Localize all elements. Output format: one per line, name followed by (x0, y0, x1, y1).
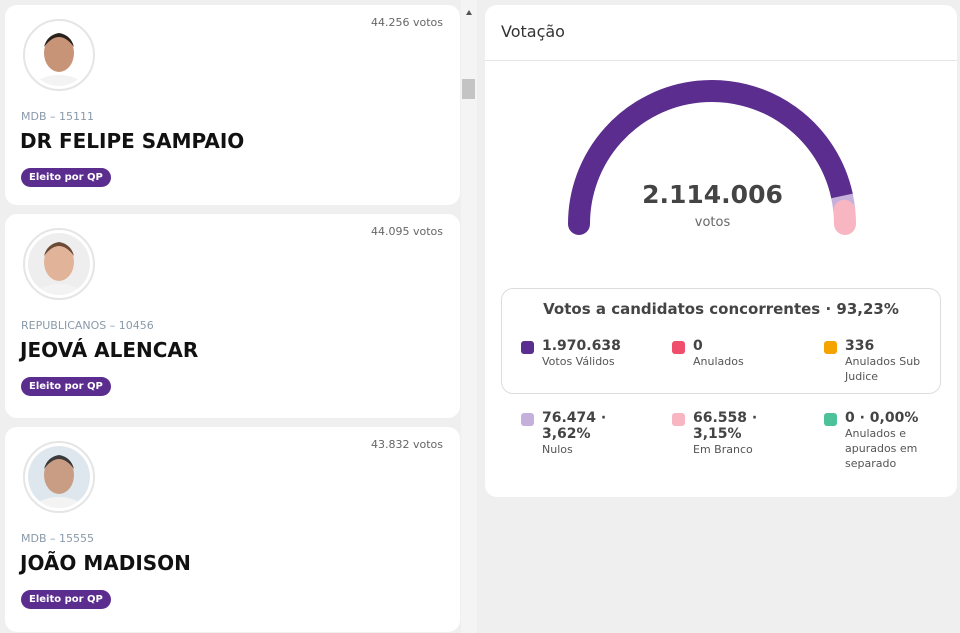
candidate-card[interactable]: 44.095 votos REPUBLICANOS – 10456 JEOVÁ AL… (5, 214, 460, 418)
vote-item: 336 Anulados Sub Judice (824, 338, 944, 384)
votes: 44.095 votos (371, 225, 443, 238)
vote-item: 0 · 0,00% Anulados e apurados em separado (824, 410, 944, 471)
vote-item: 1.970.638 Votos Válidos (521, 338, 641, 369)
total-votes: 2.114.006 (642, 180, 783, 209)
color-swatch (672, 413, 685, 426)
total-unit: votos (694, 215, 731, 230)
votes: 43.832 votos (371, 438, 443, 451)
avatar-image (23, 228, 95, 300)
scrollbar[interactable] (461, 0, 477, 633)
avatar-image (23, 441, 95, 513)
avatar (23, 441, 95, 513)
avatar-image (23, 19, 95, 91)
panel-title: Votação (501, 22, 565, 41)
vote-item: 76.474 · 3,62% Nulos (521, 410, 641, 457)
item-value: 336 (845, 338, 875, 354)
color-swatch (824, 413, 837, 426)
item-label: Anulados Sub Judice (845, 355, 921, 383)
item-label: Anulados e apurados em separado (845, 427, 918, 470)
color-swatch (824, 341, 837, 354)
votacao-panel: Votação 2.114.006 votos Votos a candidat… (485, 5, 957, 497)
concorrentes-title: Votos a candidatos concorrentes · 93,23% (543, 300, 899, 318)
color-swatch (521, 341, 534, 354)
concorrentes-box: Votos a candidatos concorrentes · 93,23% (501, 288, 941, 394)
divider (485, 60, 957, 61)
item-value: 1.970.638 (542, 338, 621, 354)
votes: 44.256 votos (371, 16, 443, 29)
item-label: Votos Válidos (542, 355, 615, 368)
item-label: Anulados (693, 355, 744, 368)
scroll-icons (462, 10, 475, 99)
item-value: 0 (693, 338, 703, 354)
candidate-name: JEOVÁ ALENCAR (20, 338, 199, 362)
color-swatch (672, 341, 685, 354)
party-number: MDB – 15555 (21, 532, 94, 545)
item-label: Nulos (542, 443, 573, 456)
item-label: Em Branco (693, 443, 753, 456)
candidate-card[interactable]: 44.256 votos MDB – 15111 DR FELIPE SAMPAIO… (5, 5, 460, 205)
item-value: 0 · 0,00% (845, 410, 919, 426)
avatar (23, 228, 95, 300)
item-value: 76.474 · 3,62% (542, 410, 607, 442)
color-swatch (521, 413, 534, 426)
item-value: 66.558 · 3,15% (693, 410, 758, 442)
vote-item: 66.558 · 3,15% Em Branco (672, 410, 792, 457)
vote-item: 0 Anulados (672, 338, 792, 369)
status-badge: Eleito por QP (21, 377, 111, 396)
candidate-name: DR FELIPE SAMPAIO (20, 129, 245, 153)
status-badge: Eleito por QP (21, 168, 111, 187)
gauge (568, 79, 856, 235)
avatar (23, 19, 95, 91)
status-badge: Eleito por QP (21, 590, 111, 609)
party-number: MDB – 15111 (21, 110, 94, 123)
party-number: REPUBLICANOS – 10456 (21, 319, 154, 332)
candidate-card[interactable]: 43.832 votos MDB – 15555 JOÃO MADISON Eleit… (5, 427, 460, 632)
candidate-name: JOÃO MADISON (20, 551, 191, 575)
